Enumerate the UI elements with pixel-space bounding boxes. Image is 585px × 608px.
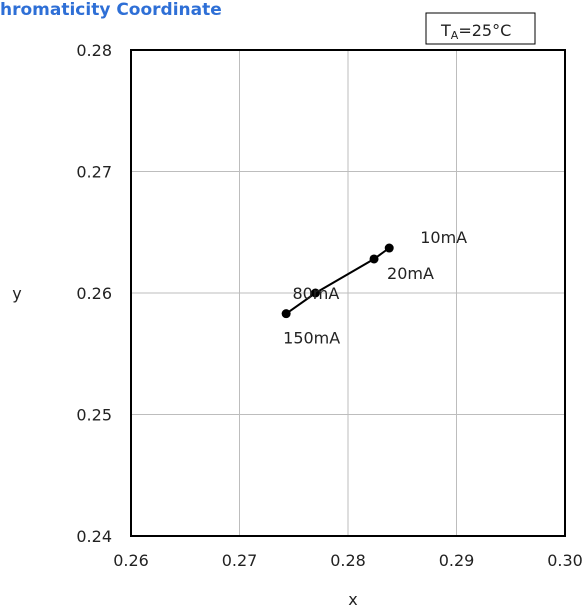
chart-title: hromaticity Coordinate — [0, 0, 222, 20]
y-axis-label: y — [12, 284, 21, 303]
x-tick-label: 0.28 — [330, 551, 366, 570]
plot-frame — [130, 49, 566, 537]
series — [281, 243, 394, 319]
point-labels: 10mA 20mA 80mA 150mA — [283, 228, 467, 348]
y-tick-label: 0.24 — [76, 527, 112, 546]
y-tick-label: 0.26 — [76, 284, 112, 303]
data-point — [281, 309, 291, 319]
condition-box: TA=25°C — [425, 12, 536, 45]
point-label: 80mA — [292, 284, 339, 303]
x-tick-label: 0.30 — [547, 551, 583, 570]
point-label: 150mA — [283, 329, 340, 348]
x-tick-labels: 0.26 0.27 0.28 0.29 0.30 — [113, 551, 583, 570]
y-tick-label: 0.27 — [76, 163, 112, 182]
x-tick-label: 0.29 — [439, 551, 475, 570]
point-label: 10mA — [420, 228, 467, 247]
x-tick-label: 0.27 — [222, 551, 258, 570]
condition-box-frame — [425, 12, 536, 45]
condition-label: TA=25°C — [440, 21, 511, 42]
condition-value: =25°C — [458, 21, 511, 40]
y-tick-labels: 0.24 0.25 0.26 0.27 0.28 — [76, 41, 112, 546]
condition-subscript: A — [451, 29, 459, 42]
y-tick-label: 0.28 — [76, 41, 112, 60]
point-label: 20mA — [387, 264, 434, 283]
data-point — [369, 254, 379, 264]
data-point — [310, 288, 320, 298]
grid — [131, 50, 565, 536]
series-line — [285, 247, 390, 315]
x-tick-label: 0.26 — [113, 551, 149, 570]
condition-symbol: T — [440, 21, 451, 40]
y-tick-label: 0.25 — [76, 406, 112, 425]
data-point — [384, 243, 394, 253]
x-axis-label: x — [348, 590, 357, 608]
